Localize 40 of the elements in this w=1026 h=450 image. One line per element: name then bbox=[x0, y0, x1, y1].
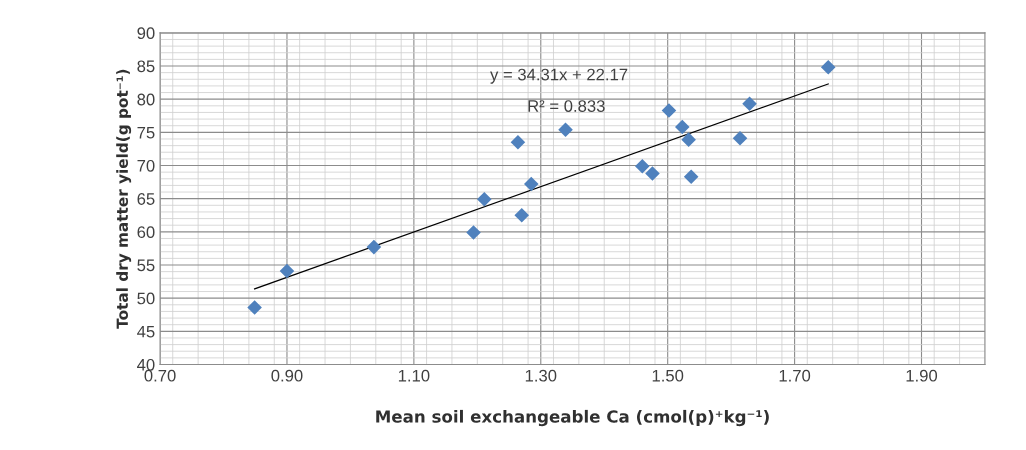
y-tick-label: 80 bbox=[137, 93, 155, 106]
point bbox=[645, 166, 660, 181]
y-tick-label: 55 bbox=[137, 259, 155, 272]
point bbox=[466, 225, 481, 240]
y-tick-label: 40 bbox=[137, 358, 155, 371]
point bbox=[523, 176, 539, 192]
y-tick-label: 90 bbox=[137, 27, 155, 40]
y-tick-label: 75 bbox=[137, 126, 155, 139]
y-tick-label: 60 bbox=[137, 226, 155, 239]
point bbox=[279, 263, 295, 279]
y-tick-label: 45 bbox=[137, 325, 155, 338]
point bbox=[514, 207, 530, 223]
y-axis-title: Total dry matter yield(g pot⁻¹) bbox=[116, 69, 132, 329]
point bbox=[681, 132, 696, 147]
point bbox=[510, 135, 526, 150]
x-tick-label: 1.30 bbox=[525, 369, 557, 382]
point bbox=[732, 131, 748, 146]
x-tick-label: 0.90 bbox=[271, 369, 303, 382]
y-tick-label: 70 bbox=[137, 159, 155, 172]
point bbox=[247, 300, 262, 315]
y-tick-label: 50 bbox=[137, 292, 155, 305]
point bbox=[742, 96, 757, 112]
point bbox=[683, 169, 699, 185]
point bbox=[820, 60, 836, 75]
point bbox=[635, 158, 650, 174]
y-tick-label: 85 bbox=[137, 60, 155, 73]
point bbox=[661, 103, 677, 118]
point bbox=[675, 119, 690, 135]
x-axis-title: Mean soil exchangeable Ca (cmol(p)⁺kg⁻¹) bbox=[376, 409, 769, 427]
x-tick-label: 1.10 bbox=[398, 369, 430, 382]
point bbox=[558, 122, 573, 137]
point bbox=[477, 192, 492, 207]
annotation: R² = 0.833 bbox=[528, 100, 605, 112]
x-tick-label: 1.90 bbox=[906, 369, 938, 382]
x-tick-label: 0.70 bbox=[144, 369, 176, 382]
x-tick-label: 1.70 bbox=[779, 369, 811, 382]
annotation: y = 34.31x + 22.17 bbox=[490, 68, 628, 84]
x-tick-label: 1.50 bbox=[652, 369, 684, 382]
point bbox=[366, 239, 382, 255]
y-tick-label: 65 bbox=[137, 193, 155, 205]
